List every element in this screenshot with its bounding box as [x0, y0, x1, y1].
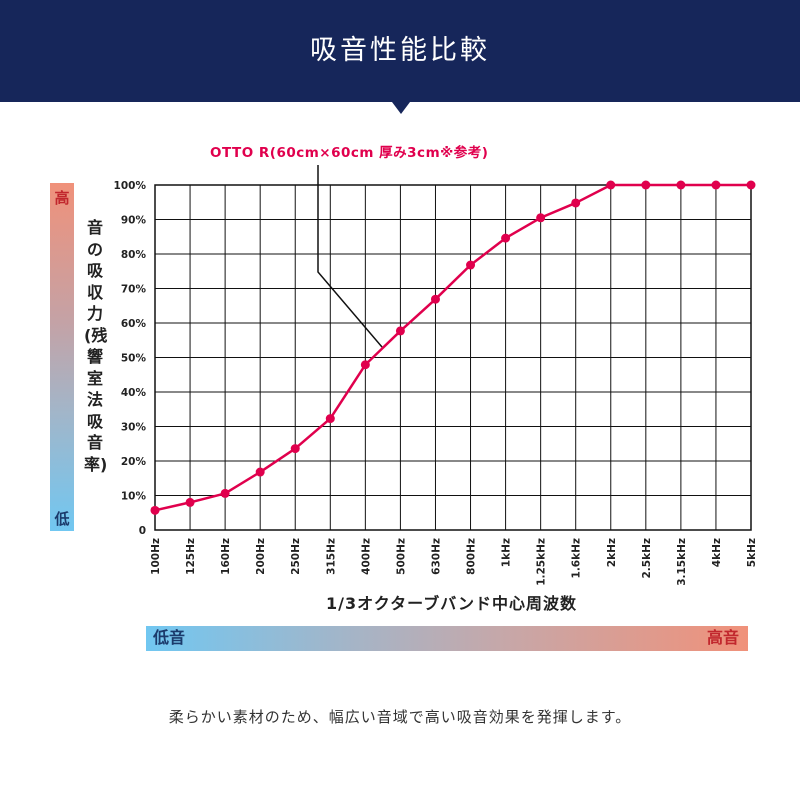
x-tick-label: 400Hz — [360, 538, 372, 575]
series-callout-line — [317, 165, 383, 348]
absorption-low-label: 低 — [54, 510, 70, 528]
x-tick-label: 100Hz — [150, 538, 162, 575]
x-axis-label: 1/3オクターブバンド中心周波数 — [326, 594, 577, 613]
x-tick-label: 1kHz — [501, 538, 513, 567]
data-point — [746, 180, 756, 190]
x-tick-label: 630Hz — [430, 538, 442, 575]
data-point — [571, 198, 581, 208]
series-line — [154, 183, 751, 512]
x-tick-label: 125Hz — [185, 538, 197, 575]
data-point — [255, 467, 265, 477]
y-tick-label: 80% — [121, 249, 147, 261]
data-point — [676, 180, 686, 190]
x-tick-label: 3.15kHz — [676, 538, 688, 586]
frequency-high-label: 高音 — [707, 628, 740, 647]
y-tick-label: 0 — [139, 525, 146, 537]
data-point — [360, 360, 370, 370]
x-tick-label: 250Hz — [290, 538, 302, 575]
x-tick-label: 4kHz — [711, 538, 723, 567]
data-point — [150, 505, 160, 515]
data-point — [430, 294, 440, 304]
x-tick-label: 315Hz — [325, 538, 337, 575]
data-point — [641, 180, 651, 190]
x-tick-label: 200Hz — [255, 538, 267, 575]
caption-text: 柔らかい素材のため、幅広い音域で高い吸音効果を発揮します。 — [168, 708, 632, 726]
x-tick-label: 800Hz — [466, 538, 478, 575]
x-tick-label: 2kHz — [606, 538, 618, 567]
frequency-low-label: 低音 — [153, 628, 186, 647]
data-point — [395, 326, 405, 336]
data-point — [606, 180, 616, 190]
y-tick-label: 100% — [114, 180, 147, 192]
data-point — [290, 444, 300, 454]
y-axis-label: 音の吸収力(残響室法吸音率) — [84, 218, 108, 474]
x-tick-label: 5kHz — [746, 538, 758, 567]
x-tick-label: 500Hz — [395, 538, 407, 575]
data-point — [501, 233, 511, 243]
data-point — [536, 213, 546, 223]
data-point — [711, 180, 721, 190]
y-tick-label: 70% — [121, 284, 147, 296]
data-point — [325, 414, 335, 424]
plot-frame — [154, 184, 752, 531]
data-point — [466, 260, 476, 270]
series-label: OTTO R(60cm×60cm 厚み3cm※参考) — [210, 144, 488, 161]
y-tick-label: 30% — [121, 422, 147, 434]
x-tick-label: 1.6kHz — [571, 538, 583, 578]
page-title: 吸音性能比較 — [310, 35, 490, 66]
x-tick-label: 2.5kHz — [641, 538, 653, 578]
data-point — [185, 497, 195, 507]
y-tick-label: 50% — [121, 353, 147, 365]
y-tick-label: 40% — [121, 387, 147, 399]
header-notch — [392, 102, 410, 114]
data-point — [220, 488, 230, 498]
header-bar — [0, 0, 800, 102]
frequency-scale-bar — [146, 626, 748, 651]
y-tick-label: 60% — [121, 318, 147, 330]
absorption-scale-bar — [50, 183, 74, 531]
y-tick-label: 20% — [121, 456, 147, 468]
absorption-high-label: 高 — [54, 189, 70, 207]
x-tick-label: 1.25kHz — [536, 538, 548, 586]
x-tick-label: 160Hz — [220, 538, 232, 575]
y-tick-label: 10% — [121, 491, 147, 503]
y-tick-label: 90% — [121, 215, 147, 227]
